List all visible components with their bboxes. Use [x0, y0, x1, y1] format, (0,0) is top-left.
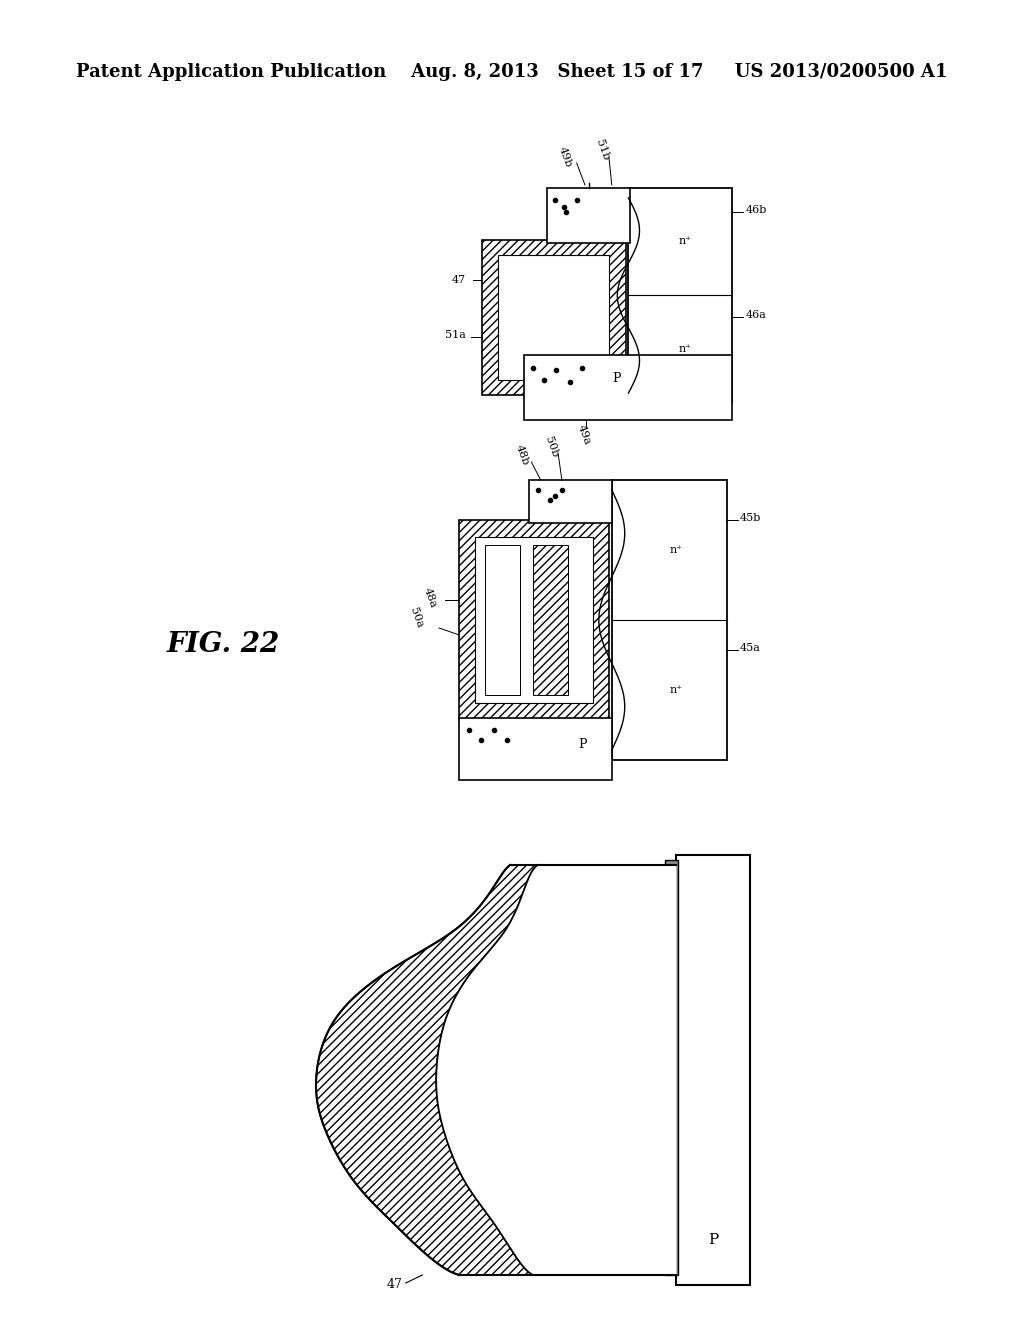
Text: 48b: 48b: [514, 444, 530, 467]
Text: n⁺: n⁺: [678, 345, 691, 354]
Text: FIG. 22: FIG. 22: [167, 631, 281, 659]
Bar: [524, 355, 732, 420]
Text: n⁺: n⁺: [670, 545, 683, 554]
Bar: [677, 855, 751, 1284]
Bar: [528, 480, 611, 523]
Text: 45a: 45a: [739, 643, 760, 653]
Text: 47: 47: [452, 275, 466, 285]
Bar: [475, 537, 593, 704]
Bar: [550, 1163, 640, 1181]
Bar: [460, 520, 609, 719]
Text: 47: 47: [386, 1279, 402, 1291]
Text: P: P: [709, 1233, 719, 1247]
Bar: [485, 545, 520, 696]
Text: 45b: 45b: [739, 513, 761, 523]
Text: Patent Application Publication    Aug. 8, 2013   Sheet 15 of 17     US 2013/0200: Patent Application Publication Aug. 8, 2…: [76, 63, 948, 81]
Bar: [482, 240, 626, 395]
Bar: [543, 1155, 658, 1191]
Text: 49a: 49a: [575, 424, 592, 446]
Bar: [629, 187, 732, 403]
Bar: [534, 545, 568, 696]
Polygon shape: [436, 865, 677, 1275]
Text: 46a: 46a: [745, 310, 767, 319]
Text: 50a: 50a: [409, 606, 425, 630]
Bar: [541, 942, 650, 962]
Bar: [666, 861, 678, 1275]
Bar: [547, 187, 630, 243]
Bar: [611, 480, 727, 760]
Bar: [534, 935, 658, 970]
Bar: [630, 1191, 658, 1245]
Text: 50b: 50b: [544, 436, 560, 459]
Text: 48a: 48a: [422, 586, 438, 610]
Bar: [559, 978, 640, 1147]
Text: 49b: 49b: [557, 145, 573, 169]
Bar: [498, 255, 609, 380]
Polygon shape: [316, 865, 538, 1275]
Text: P: P: [612, 371, 621, 384]
Bar: [552, 970, 658, 1155]
Text: 46b: 46b: [745, 205, 767, 215]
Text: n⁺: n⁺: [678, 236, 691, 246]
Text: n⁺: n⁺: [670, 685, 683, 696]
Bar: [460, 718, 611, 780]
Text: 51a: 51a: [445, 330, 466, 341]
Text: P: P: [578, 738, 587, 751]
Text: 51b: 51b: [594, 139, 611, 162]
